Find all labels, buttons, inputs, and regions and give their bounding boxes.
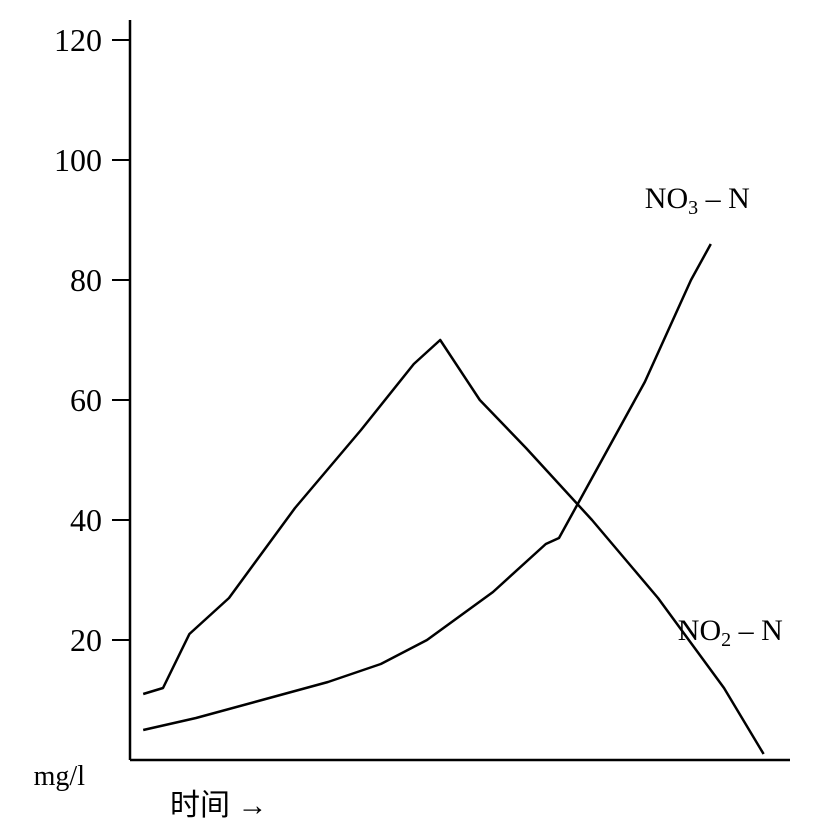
y-tick-label: 80 [70,262,102,298]
y-axis-unit: mg/l [34,761,86,792]
series-label-NO3-N: NO3 – N [645,182,750,219]
chart-container: 20 40 60 80 100 120 mg/l 时间 → NO2 – N NO3 – N [0,0,829,838]
series-NO3-N [143,244,711,730]
chart-svg: 20 40 60 80 100 120 mg/l 时间 → NO2 – N NO3 – N [0,0,829,838]
x-axis-label: 时间 → [170,789,268,822]
y-tick-label: 60 [70,382,102,418]
series-NO2-N [143,340,763,754]
y-tick-label: 20 [70,622,102,658]
y-tick-label: 120 [54,22,102,58]
y-tick-label: 100 [54,142,102,178]
y-tick-label: 40 [70,502,102,538]
series-label-NO2-N: NO2 – N [678,614,783,651]
